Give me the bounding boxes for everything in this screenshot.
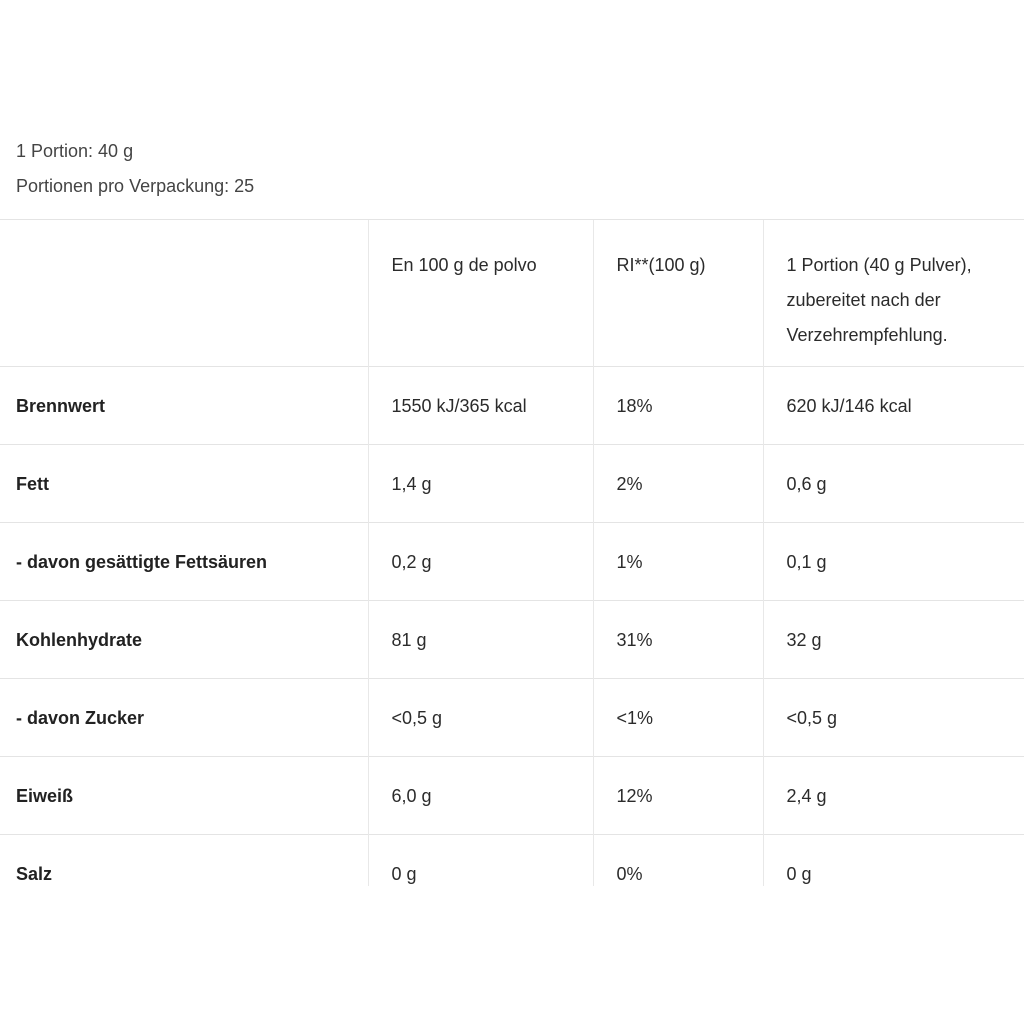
value-ri: 2% xyxy=(592,444,763,523)
table-row: Fett 1,4 g 2% 0,6 g xyxy=(0,444,1024,523)
value-ri: 12% xyxy=(592,756,763,835)
value-ri: 18% xyxy=(592,366,763,445)
nutrient-label: Salz xyxy=(0,834,368,886)
value-ri: <1% xyxy=(592,678,763,757)
value-per-portion: 0 g xyxy=(762,834,1024,886)
serving-info: 1 Portion: 40 g Portionen pro Verpackung… xyxy=(16,134,254,204)
value-per-portion: 620 kJ/146 kcal xyxy=(762,366,1024,445)
table-row: Salz 0 g 0% 0 g xyxy=(0,834,1024,886)
value-per-100g: <0,5 g xyxy=(367,678,593,757)
value-per-portion: 0,6 g xyxy=(762,444,1024,523)
nutrient-label: Fett xyxy=(0,444,368,523)
table-row: Kohlenhydrate 81 g 31% 32 g xyxy=(0,600,1024,679)
nutrient-label: - davon gesättigte Fettsäuren xyxy=(0,522,368,601)
header-empty xyxy=(0,219,368,367)
value-per-portion: 2,4 g xyxy=(762,756,1024,835)
value-ri: 31% xyxy=(592,600,763,679)
header-ri: RI**(100 g) xyxy=(592,219,763,367)
nutrient-label: - davon Zucker xyxy=(0,678,368,757)
nutrient-label: Brennwert xyxy=(0,366,368,445)
value-per-100g: 1,4 g xyxy=(367,444,593,523)
value-per-portion: 32 g xyxy=(762,600,1024,679)
value-per-100g: 81 g xyxy=(367,600,593,679)
table-row: Eiweiß 6,0 g 12% 2,4 g xyxy=(0,756,1024,835)
table-row: - davon Zucker <0,5 g <1% <0,5 g xyxy=(0,678,1024,757)
value-per-portion: <0,5 g xyxy=(762,678,1024,757)
value-per-100g: 1550 kJ/365 kcal xyxy=(367,366,593,445)
portion-size: 1 Portion: 40 g xyxy=(16,141,134,161)
nutrient-label: Eiweiß xyxy=(0,756,368,835)
header-per-portion: 1 Portion (40 g Pulver), zubereitet nach… xyxy=(762,219,1024,367)
table-row: - davon gesättigte Fettsäuren 0,2 g 1% 0… xyxy=(0,522,1024,601)
nutrition-table: En 100 g de polvo RI**(100 g) 1 Portion … xyxy=(0,219,1024,886)
portions-per-pack: Portionen pro Verpackung: 25 xyxy=(16,176,255,196)
value-ri: 0% xyxy=(592,834,763,886)
table-header-row: En 100 g de polvo RI**(100 g) 1 Portion … xyxy=(0,219,1024,367)
table-row: Brennwert 1550 kJ/365 kcal 18% 620 kJ/14… xyxy=(0,366,1024,445)
value-ri: 1% xyxy=(592,522,763,601)
value-per-100g: 0 g xyxy=(367,834,593,886)
value-per-100g: 6,0 g xyxy=(367,756,593,835)
value-per-portion: 0,1 g xyxy=(762,522,1024,601)
header-per-100g: En 100 g de polvo xyxy=(367,219,593,367)
nutrient-label: Kohlenhydrate xyxy=(0,600,368,679)
value-per-100g: 0,2 g xyxy=(367,522,593,601)
